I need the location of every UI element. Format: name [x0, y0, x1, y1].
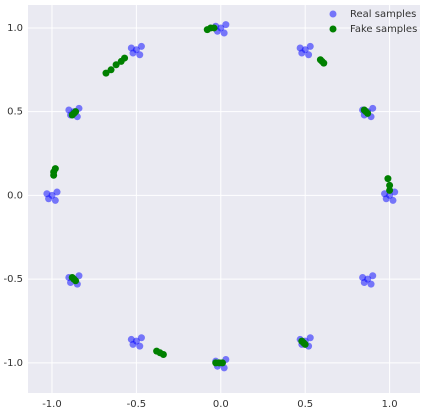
point: [320, 59, 328, 67]
x-tick-label: -1.0: [42, 399, 62, 408]
point: [369, 104, 377, 112]
point: [389, 196, 397, 204]
point: [306, 42, 314, 50]
x-tick-label: 0.0: [213, 399, 229, 408]
point: [386, 181, 394, 189]
x-tick-label: -0.5: [127, 399, 147, 408]
point: [210, 24, 218, 32]
point: [367, 280, 375, 288]
point: [53, 188, 61, 196]
y-tick-label: -1.0: [3, 358, 23, 369]
point: [121, 54, 129, 62]
point: [306, 334, 314, 342]
point: [136, 342, 144, 350]
point: [72, 277, 80, 285]
point: [112, 61, 120, 69]
legend-label: Real samples: [350, 9, 416, 20]
y-tick-label: 0.0: [7, 190, 23, 201]
legend-marker: [329, 10, 337, 18]
point: [51, 165, 59, 173]
y-tick-label: 1.0: [7, 23, 23, 34]
point: [364, 109, 372, 117]
point: [159, 350, 167, 358]
legend-marker: [329, 25, 337, 33]
point: [129, 340, 137, 348]
point: [107, 66, 115, 74]
x-tick-label: 1.0: [382, 399, 398, 408]
point: [102, 69, 110, 77]
point: [298, 49, 306, 57]
point: [218, 359, 226, 367]
point: [220, 29, 228, 37]
point: [360, 278, 368, 286]
point: [137, 334, 145, 342]
x-tick-label: 0.5: [297, 399, 313, 408]
point: [75, 272, 83, 280]
point: [301, 340, 309, 348]
point: [222, 21, 230, 29]
plot-area: [28, 5, 420, 393]
point: [136, 51, 144, 59]
point: [384, 175, 392, 183]
point: [45, 195, 53, 203]
point: [382, 195, 390, 203]
point: [369, 272, 377, 280]
y-tick-label: 0.5: [7, 107, 23, 118]
point: [305, 51, 313, 59]
point: [137, 42, 145, 50]
point: [51, 196, 59, 204]
point: [72, 108, 80, 116]
point: [386, 186, 394, 194]
legend-label: Fake samples: [350, 24, 417, 35]
point: [129, 49, 137, 57]
y-tick-label: -0.5: [3, 274, 23, 285]
